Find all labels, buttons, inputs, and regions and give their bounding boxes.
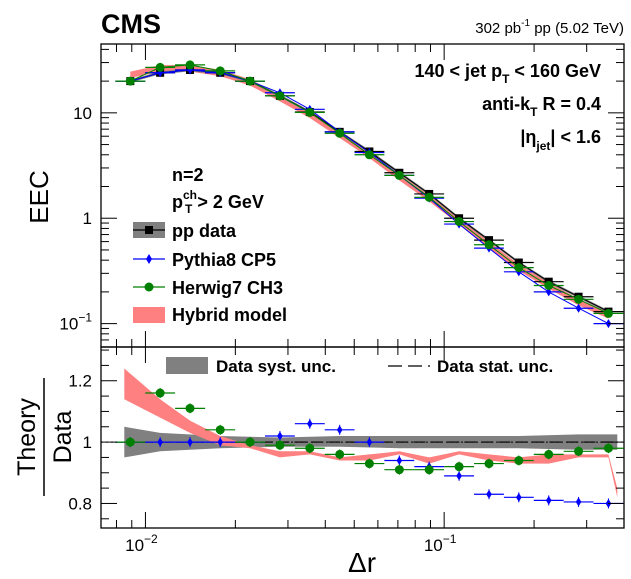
herwig-ratio-point [215,425,225,435]
herwig-point [424,192,434,202]
pt-range-label: 140 < jet pT < 160 GeV [415,61,601,86]
herwig-ratio-point [603,443,613,453]
herwig-point [454,217,464,227]
herwig-point [574,294,584,304]
ratio-panel-frame [100,346,625,529]
pythia-ratio-point [306,419,313,429]
x-axis-label: Δr [348,547,376,578]
herwig-point [484,240,494,250]
herwig-point [215,66,225,76]
herwig-ratio-point [484,459,494,469]
herwig-point [514,263,524,273]
ratio-series [115,388,624,509]
legend-herwig-marker [144,282,154,292]
y-tick-label-ratio: 0.8 [68,494,92,513]
n-label: n=2 [172,165,204,185]
axis-ticks: 10−2 10−1 10−1 1 10 0.8 1 1.2 [59,44,625,555]
data-point [514,258,523,267]
y-axis-label-data: Data [49,411,77,464]
legend-pythia-label: Pythia8 CP5 [172,250,276,270]
herwig-ratio-point [454,462,464,472]
herwig-point [155,62,165,72]
pythia-ratio-point [516,492,522,502]
pythia-ratio-point [277,431,283,441]
pythia-ratio-point [486,489,492,499]
herwig-point [185,60,195,70]
pythia-ratio-point [545,495,552,505]
herwig-point [394,170,404,180]
y-axis-label-theory: Theory [13,398,41,476]
cms-label: CMS [101,9,161,39]
top-legend: pp data Pythia8 CP5 Herwig7 CH3 Hybrid m… [133,221,287,325]
pythia-ratio-point [217,437,224,447]
pythia-ratio-point [366,437,373,447]
herwig-ratio-point [424,465,434,475]
herwig-ratio-point [305,443,315,453]
x-tick-label: 10−2 [125,532,158,555]
y-tick-label-top: 10 [73,104,92,123]
herwig-ratio-point [364,459,374,469]
herwig-point [305,107,315,117]
legend-stat-label: Data stat. unc. [437,357,553,376]
herwig-ratio-point [125,437,135,447]
hybrid-model-band [130,65,609,319]
herwig-ratio-point [394,465,404,475]
herwig-ratio-point [574,446,584,456]
herwig-ratio-point [514,456,524,466]
herwig-point [125,76,135,86]
herwig-ratio-point [275,440,285,450]
herwig-ratio-point [185,403,195,413]
legend-data-label: pp data [172,221,237,241]
data-syst-band-top [130,68,609,313]
pythia-ratio-point [187,437,193,447]
hybrid-ratio-band [124,368,618,498]
y-axis-label-eec: EEC [24,170,54,223]
pythia-ratio-point [157,437,163,447]
legend-hybrid-swatch [133,307,165,323]
herwig-ratio-point [155,388,165,398]
lumi-label: 302 pb-1 pp (5.02 TeV) [475,18,624,37]
herwig-point [364,150,374,160]
legend-herwig-label: Herwig7 CH3 [172,278,283,298]
legend-syst-swatch [166,357,208,374]
ptch-label: pch T > 2 GeV [172,188,264,216]
jet-algo-label: anti-kT R = 0.4 [482,94,601,119]
pythia-ratio-point [336,425,343,435]
herwig-point [335,128,345,138]
herwig-point [544,280,554,290]
legend-hybrid-label: Hybrid model [172,305,287,325]
herwig-ratio-point [544,449,554,459]
ratio-bands [101,368,624,498]
data-point [485,236,494,245]
y-tick-label-top: 1 [83,209,92,228]
y-tick-label-ratio: 1 [83,433,92,452]
y-tick-label-ratio: 1.2 [68,372,92,391]
herwig-ratio-point [245,437,255,447]
pythia-ratio-point [456,471,462,481]
pythia-point [575,303,582,313]
top-series [115,60,624,329]
herwig-ratio-point [335,449,345,459]
legend-pythia-marker [146,254,152,264]
herwig-point [603,308,613,318]
eta-cut-label: |ηjet| < 1.6 [520,127,601,153]
legend-data-marker [145,226,153,234]
y-tick-label-top: 10−1 [59,311,92,334]
top-bands [130,65,609,319]
herwig-point [275,91,285,101]
x-tick-label: 10−1 [424,532,457,555]
legend-syst-label: Data syst. unc. [216,357,336,376]
pythia-ratio-point [396,456,403,466]
ratio-legend: Data syst. unc. Data stat. unc. [166,357,553,376]
herwig-point [245,76,255,86]
pythia-ratio-point [575,497,582,507]
